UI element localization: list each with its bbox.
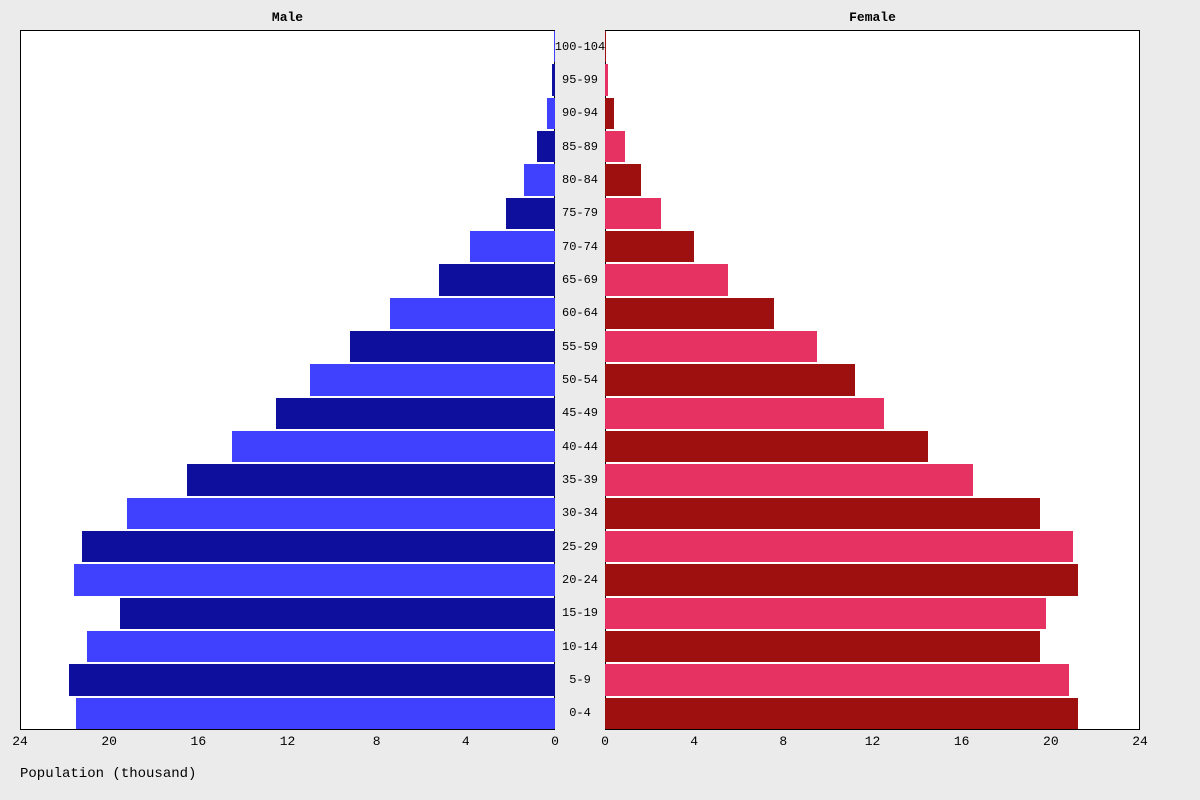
male-bar	[76, 698, 555, 729]
age-group-label: 40-44	[562, 440, 598, 454]
female-bar	[605, 664, 1069, 695]
female-bar	[605, 264, 728, 295]
x-tick-female: 8	[779, 734, 787, 749]
age-group-label: 85-89	[562, 140, 598, 154]
female-bar	[605, 64, 608, 95]
age-group-label: 20-24	[562, 573, 598, 587]
male-bar	[232, 431, 555, 462]
age-group-label: 95-99	[562, 73, 598, 87]
male-bar	[547, 98, 555, 129]
age-group-label: 90-94	[562, 106, 598, 120]
x-tick-female: 12	[865, 734, 881, 749]
female-bar	[605, 598, 1046, 629]
female-bar	[605, 531, 1073, 562]
age-group-label: 15-19	[562, 606, 598, 620]
age-group-label: 65-69	[562, 273, 598, 287]
age-group-label: 60-64	[562, 306, 598, 320]
female-bar	[605, 498, 1040, 529]
male-bar	[439, 264, 555, 295]
male-bar	[69, 664, 555, 695]
x-tick-male: 8	[373, 734, 381, 749]
age-group-label: 0-4	[569, 706, 591, 720]
female-title: Female	[849, 10, 896, 25]
age-group-label: 55-59	[562, 340, 598, 354]
male-bar	[127, 498, 555, 529]
x-tick-male: 12	[280, 734, 296, 749]
male-bar	[276, 398, 555, 429]
male-bar	[552, 64, 555, 95]
x-tick-female: 4	[690, 734, 698, 749]
female-bar	[605, 431, 928, 462]
x-tick-female: 24	[1132, 734, 1148, 749]
female-bar	[605, 164, 641, 195]
male-bar	[120, 598, 555, 629]
male-title: Male	[272, 10, 303, 25]
male-bar	[74, 564, 556, 595]
male-bar	[506, 198, 555, 229]
x-tick-male: 4	[462, 734, 470, 749]
x-tick-male: 16	[191, 734, 207, 749]
age-group-label: 30-34	[562, 506, 598, 520]
male-bar	[537, 131, 555, 162]
female-bar	[605, 398, 884, 429]
x-axis-label: Population (thousand)	[20, 766, 196, 782]
age-group-label: 45-49	[562, 406, 598, 420]
age-group-label: 75-79	[562, 206, 598, 220]
x-tick-female: 0	[601, 734, 609, 749]
x-tick-female: 16	[954, 734, 970, 749]
female-bar	[605, 698, 1078, 729]
x-tick-male: 20	[101, 734, 117, 749]
male-bar	[87, 631, 555, 662]
female-bar	[605, 464, 973, 495]
x-tick-male: 0	[551, 734, 559, 749]
age-group-label: 10-14	[562, 640, 598, 654]
female-bar	[605, 131, 625, 162]
male-bar	[187, 464, 555, 495]
age-group-label: 80-84	[562, 173, 598, 187]
male-bar	[350, 331, 555, 362]
female-bar	[605, 631, 1040, 662]
female-bar	[605, 364, 855, 395]
age-group-label: 50-54	[562, 373, 598, 387]
female-bar	[605, 198, 661, 229]
age-group-label: 100-104	[555, 40, 605, 54]
age-group-label: 70-74	[562, 240, 598, 254]
x-tick-female: 20	[1043, 734, 1059, 749]
male-bar	[310, 364, 555, 395]
male-bar	[390, 298, 555, 329]
age-group-label: 25-29	[562, 540, 598, 554]
x-tick-male: 24	[12, 734, 28, 749]
age-group-label: 35-39	[562, 473, 598, 487]
female-bar	[605, 564, 1078, 595]
male-bar	[82, 531, 555, 562]
female-bar	[605, 331, 817, 362]
age-group-label: 5-9	[569, 673, 591, 687]
female-bar	[605, 298, 774, 329]
male-bar	[524, 164, 555, 195]
female-bar	[605, 98, 614, 129]
chart-root: Male Female 0 0 4 4 8 8 12 12 16 16 20 20 24 24 0-4 5-…	[0, 0, 1200, 800]
male-bar	[470, 231, 555, 262]
female-bar	[605, 231, 694, 262]
